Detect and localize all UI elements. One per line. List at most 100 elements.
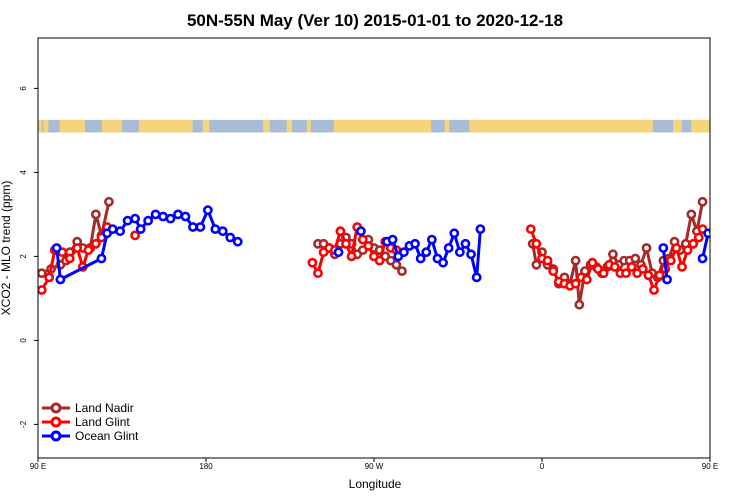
data-point-land-glint <box>649 285 659 295</box>
land-band-segment <box>202 119 210 133</box>
data-point-ocean-glint <box>718 228 725 235</box>
data-point-ocean-glint <box>143 215 154 226</box>
x-axis: 90 E 180 90 W 0 90 E <box>30 458 718 471</box>
land-band-segment <box>691 119 710 133</box>
y-tick-label: 4 <box>19 170 28 175</box>
y-tick-label: 0 <box>19 338 28 343</box>
data-point-land-glint <box>374 255 385 266</box>
data-point-land-glint <box>677 261 687 272</box>
land-band-segment <box>263 119 270 133</box>
data-point-land-glint <box>693 232 704 243</box>
data-point-ocean-glint <box>225 232 236 243</box>
data-point-land-nadir <box>574 299 585 310</box>
data-point-ocean-glint <box>421 247 432 258</box>
data-point-land-glint <box>542 255 553 266</box>
data-point-land-glint <box>598 268 609 279</box>
data-point-ocean-glint <box>232 236 243 247</box>
data-point-ocean-glint <box>466 249 476 260</box>
legend-label-land-nadir: Land Nadir <box>75 401 134 415</box>
data-point-land-nadir <box>608 249 618 260</box>
data-point-land-glint <box>626 261 637 272</box>
land-band-segment <box>43 119 49 133</box>
data-point-ocean-glint <box>356 226 366 237</box>
legend-label-ocean-glint: Ocean Glint <box>75 429 139 443</box>
land-band-segment <box>333 119 432 133</box>
data-point-land-glint <box>609 261 620 272</box>
data-point-ocean-glint <box>150 209 161 220</box>
data-point-ocean-glint <box>107 224 118 234</box>
x-tick-label: 180 <box>199 462 213 471</box>
land-band-segment <box>101 119 122 133</box>
legend-item-land-glint: Land Glint <box>42 415 130 429</box>
data-point-land-glint <box>665 255 676 266</box>
y-axis: -2 0 2 4 6 <box>19 86 38 428</box>
data-point-ocean-glint <box>387 234 398 245</box>
data-point-land-nadir <box>104 196 114 207</box>
data-point-land-nadir <box>38 268 47 279</box>
land-band-segment <box>286 119 293 133</box>
data-point-ocean-glint <box>725 217 732 224</box>
y-axis-label: XCO2 - MLO trend (ppm) <box>0 181 13 316</box>
data-point-land-nadir <box>531 259 542 270</box>
data-point-land-glint <box>307 257 318 268</box>
legend: Land Nadir Land Glint Ocean Glint <box>42 401 139 443</box>
land-band-segment <box>673 119 682 133</box>
data-point-land-glint <box>531 238 542 249</box>
data-point-ocean-glint <box>195 222 206 232</box>
land-band-segment <box>138 119 193 133</box>
data-point-land-nadir <box>90 209 101 220</box>
land-band-segment <box>59 119 86 133</box>
data-point-land-glint <box>548 266 559 276</box>
data-point-land-glint <box>346 251 357 262</box>
legend-item-ocean-glint: Ocean Glint <box>42 429 139 443</box>
land-band-segment <box>444 119 450 133</box>
data-point-ocean-glint <box>188 222 198 232</box>
data-point-ocean-glint <box>55 274 66 285</box>
data-point-land-glint <box>671 243 682 253</box>
series-line-ocean-glint <box>661 247 669 280</box>
series-layer <box>38 196 747 310</box>
data-point-ocean-glint <box>180 211 191 222</box>
data-point-ocean-glint <box>415 253 426 264</box>
data-point-land-nadir <box>570 255 581 266</box>
land-band-segment <box>38 119 43 133</box>
data-point-land-nadir <box>641 243 652 253</box>
legend-label-land-glint: Land Glint <box>75 415 130 429</box>
data-point-ocean-glint <box>703 228 710 239</box>
land-band-segment <box>469 119 653 133</box>
data-point-ocean-glint <box>158 211 168 222</box>
data-point-land-glint <box>688 238 699 249</box>
data-point-land-nadir <box>630 253 641 264</box>
data-point-land-glint <box>682 245 693 255</box>
land-ocean-band <box>38 119 710 133</box>
data-point-land-glint <box>363 240 374 251</box>
data-point-ocean-glint <box>122 215 133 226</box>
data-point-ocean-glint <box>740 226 747 233</box>
data-point-land-glint <box>621 268 631 279</box>
data-point-land-nadir <box>686 209 697 220</box>
data-point-ocean-glint <box>471 272 482 283</box>
y-tick-label: -2 <box>19 420 28 428</box>
x-tick-label: 90 E <box>702 462 718 471</box>
data-point-land-glint <box>357 234 368 245</box>
data-point-ocean-glint <box>475 224 486 234</box>
data-point-land-glint <box>90 238 101 249</box>
data-point-ocean-glint <box>662 274 672 285</box>
data-point-land-glint <box>313 268 323 279</box>
data-point-land-glint <box>581 274 592 285</box>
data-point-ocean-glint <box>135 224 146 234</box>
data-point-ocean-glint <box>658 243 669 253</box>
series-land-glint <box>38 222 721 295</box>
data-point-land-glint <box>335 226 346 237</box>
data-point-ocean-glint <box>449 228 460 239</box>
data-point-land-glint <box>525 224 536 234</box>
data-point-ocean-glint <box>51 243 62 253</box>
data-point-ocean-glint <box>217 226 228 237</box>
data-point-land-glint <box>714 232 721 239</box>
y-tick-label: 2 <box>19 254 28 259</box>
legend-marker-land-glint <box>50 416 62 428</box>
data-point-land-glint <box>72 243 83 253</box>
data-point-ocean-glint <box>130 213 140 224</box>
data-point-ocean-glint <box>410 238 420 249</box>
